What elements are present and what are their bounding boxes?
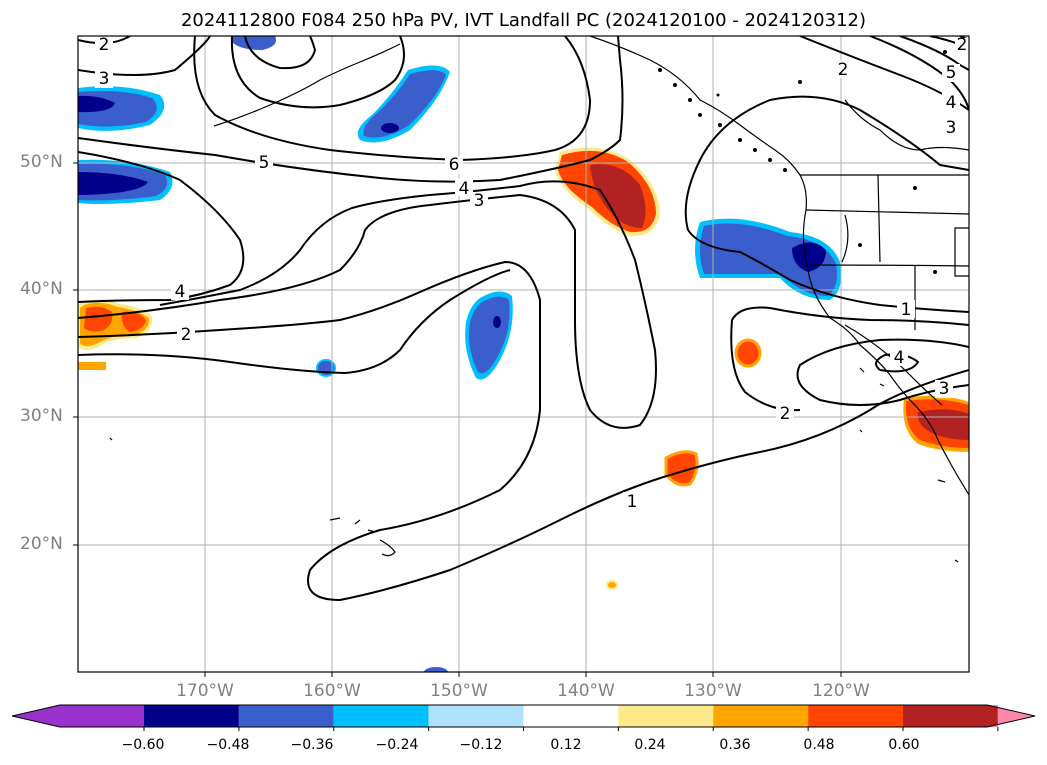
coastlines — [109, 36, 969, 563]
colorbar-tick-label: −0.60 — [121, 737, 165, 753]
neg-region-bottom — [424, 667, 448, 672]
pos-region-subtropic — [664, 450, 699, 487]
lon-label: 160°W — [303, 681, 361, 701]
figure-title: 2024112800 F084 250 hPa PV, IVT Landfall… — [180, 10, 867, 31]
contour-label: 5 — [946, 63, 957, 83]
neg-region-aleutian — [232, 36, 277, 50]
colorbar-segment — [144, 705, 239, 727]
contour-label: 3 — [946, 118, 957, 138]
colorbar-tick-label: 0.48 — [803, 737, 835, 753]
contour-label: 2 — [780, 404, 791, 424]
colorbar-segment — [523, 705, 619, 727]
map-frame — [77, 35, 970, 673]
gridlines — [78, 36, 969, 672]
colorbar-segment — [808, 705, 903, 727]
colorbar-tick-label: −0.48 — [206, 737, 250, 753]
contour-label: 3 — [939, 379, 950, 399]
lat-label: 30°N — [20, 406, 63, 426]
colorbar-tick-label: 0.36 — [719, 737, 751, 753]
colorbar-segment — [12, 705, 144, 727]
lat-label: 20°N — [20, 534, 63, 554]
colorbar-segment — [238, 705, 334, 727]
colorbar-tick-label: −0.24 — [375, 737, 419, 753]
contour-label: 2 — [838, 60, 849, 80]
alaska-islands — [658, 50, 947, 274]
contour-label: 5 — [259, 153, 270, 173]
axis-ticks — [73, 162, 842, 677]
pos-region-tiny — [606, 580, 618, 590]
colorbar-tick-label: 0.24 — [634, 737, 666, 753]
lat-label: 40°N — [20, 279, 63, 299]
contour-label: 3 — [474, 191, 485, 211]
contour-label: 1 — [901, 300, 912, 320]
contour-label: 2 — [957, 35, 968, 55]
lon-label: 130°W — [684, 681, 742, 701]
contour-label: 2 — [99, 35, 110, 55]
lon-label: 120°W — [812, 681, 870, 701]
colorbar-tick-label: −0.36 — [290, 737, 334, 753]
contour-labels: 2 3 5 6 4 3 4 2 2 5 4 3 1 4 3 2 1 2 — [95, 35, 969, 512]
colorbar-tick-label: 0.12 — [550, 737, 582, 753]
contour-label: 4 — [459, 179, 470, 199]
colorbar-segment — [333, 705, 429, 727]
colorbar-segment — [618, 705, 714, 727]
contour-label: 1 — [627, 492, 638, 512]
pos-region-small-1 — [734, 338, 762, 368]
lat-label: 50°N — [20, 152, 63, 172]
contour-label: 4 — [946, 93, 957, 113]
colorbar-segment — [428, 705, 524, 727]
colorbar-tick-label: −0.12 — [459, 737, 503, 753]
colorbar-segment — [713, 705, 809, 727]
contour-label: 4 — [175, 282, 186, 302]
lon-label: 140°W — [557, 681, 615, 701]
colorbar-segment — [987, 705, 1035, 727]
lon-label: 150°W — [430, 681, 488, 701]
lon-label: 170°W — [176, 681, 234, 701]
contour-label: 6 — [449, 155, 460, 175]
contour-label: 2 — [181, 325, 192, 345]
contour-label: 3 — [99, 69, 110, 89]
colorbar-segment — [903, 705, 998, 727]
contour-label: 4 — [894, 348, 905, 368]
colorbar-outline — [11, 704, 1036, 728]
colorbar-tick-label: 0.60 — [888, 737, 920, 753]
